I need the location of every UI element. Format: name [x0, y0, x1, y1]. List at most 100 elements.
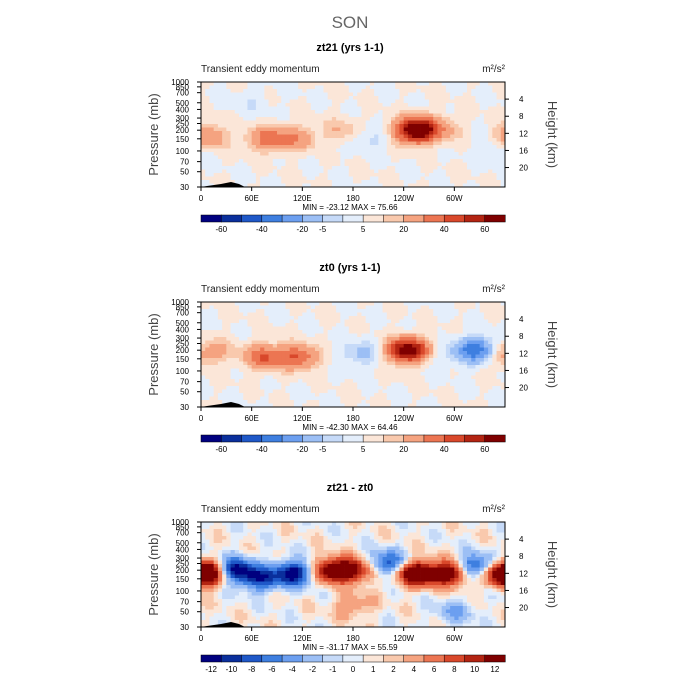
heatmap-cell: [403, 400, 409, 404]
heatmap-cell: [403, 361, 409, 366]
heatmap-cell: [247, 134, 253, 139]
heatmap-cell: [391, 379, 396, 383]
heatmap-cell: [450, 354, 455, 359]
heatmap-cell: [479, 309, 485, 313]
heatmap-cell: [340, 326, 345, 331]
heatmap-cell: [433, 539, 438, 544]
heatmap-cell: [403, 155, 409, 160]
heatmap-cell: [277, 365, 282, 369]
heatmap-cell: [458, 536, 464, 540]
heatmap-cell: [437, 166, 443, 170]
heatmap-cell: [306, 351, 312, 355]
heatmap-cell: [403, 138, 409, 142]
heatmap-cell: [348, 148, 354, 153]
heatmap-cell: [315, 166, 320, 170]
heatmap-cell: [251, 106, 257, 111]
heatmap-cell: [475, 543, 481, 547]
heatmap-cell: [239, 340, 244, 345]
heatmap-cell: [412, 522, 417, 526]
heatmap-cell: [247, 180, 253, 184]
heatmap-cell: [310, 127, 316, 132]
heatmap-cell: [433, 543, 438, 547]
heatmap-cell: [403, 117, 409, 121]
heatmap-cell: [475, 155, 481, 160]
heatmap-cell: [272, 131, 278, 135]
heatmap-cell: [205, 326, 210, 331]
heatmap-cell: [471, 323, 476, 327]
heatmap-cell: [462, 330, 468, 334]
heatmap-cell: [399, 138, 405, 142]
heatmap-cell: [331, 375, 337, 380]
heatmap-cell: [209, 382, 215, 387]
heatmap-cell: [336, 536, 341, 540]
heatmap-cell: [475, 152, 481, 156]
heatmap-cell: [500, 316, 506, 320]
heatmap-cell: [315, 131, 320, 135]
heatmap-cell: [226, 117, 231, 121]
panel-title: zt0 (yrs 1-1): [319, 262, 380, 274]
heatmap-cell: [222, 319, 227, 324]
heatmap-cell: [260, 396, 265, 401]
heatmap-cell: [205, 379, 210, 383]
heatmap-cell: [323, 375, 329, 380]
heatmap-cell: [344, 176, 350, 181]
heatmap-cell: [445, 159, 451, 163]
heatmap-cell: [496, 85, 502, 90]
heatmap-cell: [458, 522, 464, 526]
heatmap-cell: [416, 400, 421, 404]
heatmap-cell: [441, 326, 447, 331]
heatmap-cell: [277, 361, 282, 366]
heatmap-cell: [403, 326, 409, 331]
heatmap-cell: [412, 312, 417, 317]
heatmap-cell: [344, 326, 350, 331]
heatmap-cell: [416, 103, 421, 107]
heatmap-cell: [500, 173, 506, 177]
heatmap-cell: [479, 337, 485, 341]
heatmap-cell: [479, 110, 485, 114]
heatmap-cell: [348, 323, 354, 327]
heatmap-cell: [319, 309, 324, 313]
heatmap-cell: [450, 529, 455, 533]
heatmap-cell: [399, 120, 405, 125]
heatmap-cell: [239, 379, 244, 383]
heatmap-cell: [416, 305, 421, 310]
heatmap-cell: [243, 396, 248, 401]
heatmap-cell: [302, 522, 307, 526]
heatmap-cell: [441, 134, 447, 139]
heatmap-cell: [475, 386, 481, 390]
heatmap-cell: [492, 92, 497, 97]
heatmap-cell: [386, 176, 392, 181]
heatmap-cell: [458, 400, 464, 404]
heatmap-cell: [441, 365, 447, 369]
heatmap-cell: [302, 316, 307, 320]
heatmap-cell: [445, 155, 451, 160]
heatmap-cell: [399, 529, 405, 533]
heatmap-cell: [336, 393, 341, 397]
heatmap-cell: [327, 389, 333, 394]
heatmap-cell: [378, 396, 383, 401]
heatmap-cell: [479, 183, 485, 188]
heatmap-cell: [437, 344, 443, 348]
heatmap-cell: [243, 89, 248, 93]
heatmap-cell: [450, 312, 455, 317]
heatmap-cell: [458, 106, 464, 111]
heatmap-cell: [348, 89, 354, 93]
heatmap-cell: [281, 400, 286, 404]
heatmap-cell: [500, 180, 506, 184]
heatmap-cell: [374, 393, 379, 397]
heatmap-cell: [424, 138, 430, 142]
heatmap-cell: [458, 351, 464, 355]
heatmap-cell: [285, 169, 291, 174]
heatmap-cell: [361, 522, 367, 526]
heatmap-cell: [306, 166, 312, 170]
colorbar-label: -40: [256, 225, 268, 234]
heatmap-cell: [234, 138, 240, 142]
heatmap-cell: [251, 337, 257, 341]
heatmap-cell: [340, 152, 345, 156]
heatmap-cell: [217, 117, 223, 121]
heatmap-cell: [378, 134, 383, 139]
heatmap-cell: [496, 372, 502, 376]
heatmap-cell: [230, 106, 236, 111]
heatmap-cell: [488, 312, 493, 317]
heatmap-cell: [230, 176, 236, 181]
